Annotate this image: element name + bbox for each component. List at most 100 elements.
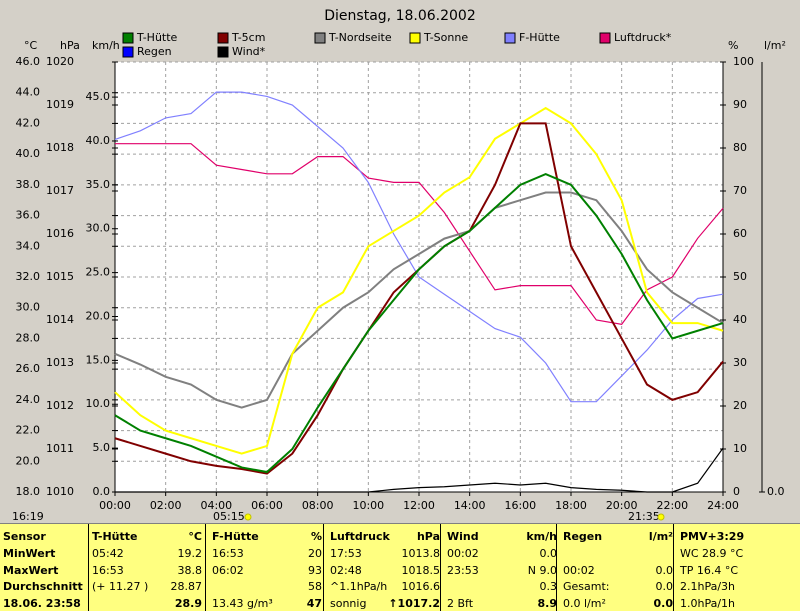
x-tick-label: 10:00: [352, 499, 384, 512]
x-tick-label: 24:00: [707, 499, 739, 512]
sunset-marker: [657, 513, 665, 521]
cell-value: 47: [306, 596, 322, 610]
y-tick-label: 70: [733, 184, 747, 197]
y-tick-label: 32.0: [16, 270, 41, 283]
cell-value: 0.0: [655, 580, 674, 593]
x-tick-label: 02:00: [150, 499, 182, 512]
row-label: MaxWert: [3, 563, 59, 577]
cell-text: 2.1hPa/3h: [680, 580, 736, 593]
cell-value: 1016.6: [401, 580, 441, 593]
column-separator: [556, 524, 557, 611]
y-tick-label: 35.0: [86, 178, 111, 191]
y-tick-label: 20: [733, 399, 747, 412]
y-tick-label: 40.0: [16, 147, 41, 160]
cell-text: 05:42: [92, 547, 124, 560]
column-separator: [440, 524, 441, 611]
column-separator: [323, 524, 324, 611]
column-title: Sensor: [3, 530, 46, 543]
column-title: T-Hütte: [92, 530, 138, 543]
x-tick-label: 22:00: [656, 499, 688, 512]
x-tick-label: 12:00: [403, 499, 435, 512]
legend-label: T-Hütte: [136, 31, 178, 44]
y-tick-label: 45.0: [86, 90, 111, 103]
y-tick-label: 30: [733, 356, 747, 369]
series-line: [114, 106, 724, 455]
column-title: Regen: [563, 530, 603, 543]
y-tick-label: 1016: [46, 227, 74, 240]
y-tick-label: 1017: [46, 184, 74, 197]
y-tick-label: 34.0: [16, 239, 41, 252]
row-label: MinWert: [3, 547, 56, 560]
cell-value: 93: [308, 563, 322, 577]
cell-value: 0.0: [655, 563, 674, 577]
summary-panel: Sensor T-Hütte °C F-Hütte% Luftdruck hPa Wind k…: [0, 523, 800, 611]
cell-text: WC 28.9 °C: [680, 547, 744, 560]
legend-label: Wind*: [232, 45, 266, 58]
y-tick-label: 5.0: [93, 441, 111, 454]
y-tick-label: 44.0: [16, 86, 41, 99]
x-tick-label: 00:00: [99, 499, 131, 512]
sunrise-marker: [244, 513, 252, 521]
y-tick-label: 50: [733, 270, 747, 283]
y-tick-label: 46.0: [16, 55, 41, 68]
axis-unit: %: [728, 39, 738, 52]
row-label: 18.06. 23:58: [3, 596, 81, 610]
cell-text: 00:02: [563, 563, 595, 577]
y-tick-label: 26.0: [16, 362, 41, 375]
legend-swatch: [314, 32, 326, 44]
column-unit: km/h: [526, 530, 557, 543]
sunset-label: 21:35: [628, 510, 660, 523]
legend-label: F-Hütte: [519, 31, 560, 44]
y-tick-label: 22.0: [16, 424, 41, 437]
y-tick-label: 1011: [46, 442, 74, 455]
legend-swatch: [409, 32, 421, 44]
cell-text: 02:48: [330, 563, 362, 577]
axis-unit: km/h: [92, 39, 120, 52]
y-tick-label: 30.0: [86, 222, 111, 235]
cell-text: 13.43 g/m³: [212, 596, 273, 610]
x-tick-label: 04:00: [200, 499, 232, 512]
y-tick-label: 20.0: [16, 454, 41, 467]
cell-value: N 9.0: [527, 563, 557, 577]
y-tick-label: 1010: [46, 485, 74, 498]
sunrise-label: 05:15: [213, 510, 245, 523]
legend-label: T-Sonne: [423, 31, 468, 44]
cell-text: 2 Bft: [447, 596, 474, 610]
chart-title: Dienstag, 18.06.2002: [324, 8, 475, 24]
y-tick-label: 1012: [46, 399, 74, 412]
y-tick-label: 40.0: [86, 134, 111, 147]
y-tick-label: 24.0: [16, 393, 41, 406]
column-separator: [88, 524, 89, 611]
cell-text: (+ 11.27 ): [92, 580, 149, 593]
legend-label: T-5cm: [231, 31, 265, 44]
axis-unit: l/m²: [764, 39, 786, 52]
column-title: PMV+3:29: [680, 530, 745, 543]
column-separator: [205, 524, 206, 611]
y-tick-label: 38.0: [16, 178, 41, 191]
cell-value: 20: [308, 547, 322, 560]
x-tick-label: 06:00: [251, 499, 283, 512]
x-tick-label: 18:00: [555, 499, 587, 512]
y-tick-label: 0: [733, 485, 740, 498]
y-tick-label: 1019: [46, 98, 74, 111]
series-line: [114, 173, 724, 474]
y-tick-label: 42.0: [16, 116, 41, 129]
legend-swatch: [122, 32, 134, 44]
legend-swatch: [217, 32, 229, 44]
cell-value: 19.2: [177, 547, 203, 560]
cell-text: 1.0hPa/1h: [680, 596, 736, 610]
cell-value: 28.87: [170, 580, 203, 593]
column-unit: %: [310, 530, 322, 543]
y-tick-label: 30.0: [16, 301, 41, 314]
legend-swatch: [217, 46, 229, 58]
cell-value: 1013.8: [401, 547, 441, 560]
y-tick-label: 28.0: [16, 331, 41, 344]
cell-value: 0.0: [653, 596, 674, 610]
y-tick-label: 1018: [46, 141, 74, 154]
cell-text: Gesamt:: [563, 580, 610, 593]
cell-value: 0.0: [539, 547, 558, 560]
column-unit: hPa: [416, 530, 440, 543]
cell-text: 06:02: [212, 563, 244, 577]
y-tick-label: 20.0: [86, 309, 111, 322]
